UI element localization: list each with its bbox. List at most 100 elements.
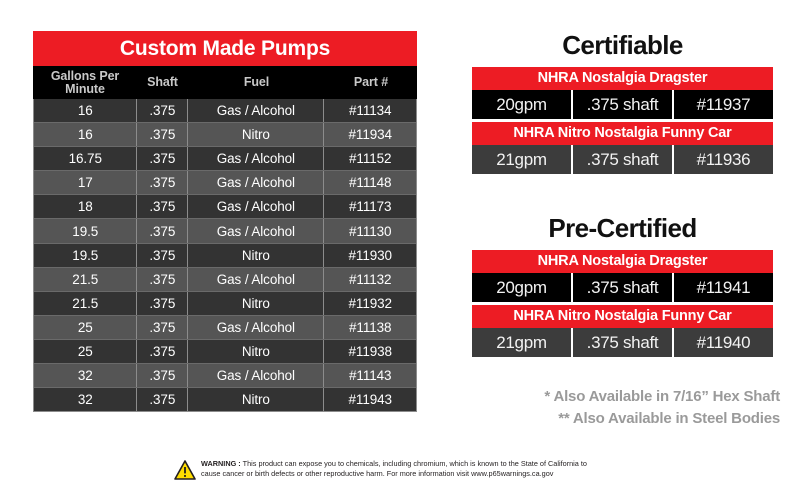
certifiable-band-dragster: NHRA Nostalgia Dragster: [472, 67, 773, 90]
precertified-row-dragster: 20gpm .375 shaft #11941: [472, 273, 773, 302]
cell-part-number: #11930: [348, 247, 393, 263]
footnotes: * Also Available in 7/16” Hex Shaft ** A…: [460, 386, 780, 430]
precertified-band-dragster: NHRA Nostalgia Dragster: [472, 250, 773, 273]
certifiable-row-dragster: 20gpm .375 shaft #11937: [472, 90, 773, 119]
cell-shaft: .375: [137, 99, 189, 123]
cell-part-number: #11134: [349, 103, 392, 119]
cell-shaft: .375: [137, 195, 189, 219]
precertified-panel: Pre-Certified NHRA Nostalgia Dragster 20…: [472, 213, 773, 357]
cell-part-number: #11934: [348, 127, 393, 143]
warning-line-1: This product can expose you to chemicals…: [240, 459, 587, 468]
cell-gallons-per-minute: 25: [34, 339, 138, 364]
cell-fuel: Gas / Alcohol: [188, 171, 325, 195]
pumps-table-title: Custom Made Pumps: [33, 31, 417, 66]
column-header-fuel: Fuel: [243, 75, 270, 89]
column-header-shaft: Shaft: [147, 75, 178, 89]
cell-gallons-per-minute: 16: [34, 99, 138, 123]
cell-fuel: Gas / Alcohol: [188, 267, 325, 291]
table-row: 16.375 Nitro #11934: [34, 123, 416, 148]
cell-part-number: #11152: [349, 151, 392, 167]
table-row: 21.5.375 Nitro #11932: [34, 291, 416, 316]
table-row: 16.375 Gas / Alcohol #11134: [34, 99, 416, 124]
cell-gallons-per-minute: 19.5: [34, 219, 138, 243]
cell-gallons-per-minute: 21.5: [34, 291, 138, 315]
warning-label: WARNING :: [201, 459, 241, 468]
cell-shaft: .375: [137, 147, 189, 171]
cell-part-number: #11932: [348, 295, 393, 311]
cell-gallons-per-minute: 32: [34, 388, 138, 412]
certifiable-dragster-gpm: 20gpm: [472, 90, 573, 119]
cell-shaft: .375: [137, 267, 189, 291]
column-header-part-number: Part #: [353, 75, 389, 89]
precertified-dragster-shaft: .375 shaft: [573, 273, 674, 302]
cell-part-number: #11132: [349, 271, 392, 287]
cell-shaft: .375: [137, 171, 189, 195]
table-row: 21.5.375 Gas / Alcohol #11132: [34, 267, 416, 292]
cell-gallons-per-minute: 19.5: [34, 243, 138, 267]
warning-line-2: cause cancer or birth defects or other r…: [201, 468, 554, 478]
precertified-dragster-part: #11941: [696, 277, 751, 297]
precertified-title: Pre-Certified: [548, 213, 697, 243]
table-row: 25.375 Nitro #11938: [34, 339, 416, 365]
table-row: 19.5.375 Nitro #11930: [34, 243, 416, 268]
table-row: 19.5.375 Gas / Alcohol #11130: [34, 219, 416, 244]
column-header-gallons-per-minute: Gallons Per Minute: [50, 68, 120, 96]
cell-fuel: Nitro: [188, 388, 325, 412]
cell-fuel: Gas / Alcohol: [188, 195, 325, 219]
cell-fuel: Nitro: [188, 243, 325, 267]
cell-fuel: Gas / Alcohol: [188, 99, 325, 123]
certifiable-title: Certifiable: [562, 30, 683, 60]
prop65-warning: WARNING : This product can expose you to…: [174, 459, 587, 485]
warning-text: WARNING : This product can expose you to…: [201, 459, 587, 478]
cell-gallons-per-minute: 16: [34, 123, 138, 147]
cell-shaft: .375: [137, 388, 189, 412]
table-row: 25.375 Gas / Alcohol #11138: [34, 315, 416, 340]
cell-gallons-per-minute: 17: [34, 171, 138, 195]
cell-part-number: #11938: [348, 343, 393, 359]
precertified-funny-car-part: #11940: [696, 332, 751, 352]
cell-gallons-per-minute: 32: [34, 364, 138, 388]
table-row: 32.375 Gas / Alcohol #11143: [34, 364, 416, 389]
pumps-table-header-row: Gallons Per Minute Shaft Fuel Part #: [33, 66, 417, 99]
footnote-hex-shaft: * Also Available in 7/16” Hex Shaft: [544, 388, 780, 405]
certifiable-row-funny-car: 21gpm .375 shaft #11936: [472, 145, 773, 174]
cell-gallons-per-minute: 21.5: [34, 267, 138, 291]
cell-part-number: #11143: [349, 368, 392, 384]
table-row: 16.75.375 Gas / Alcohol #11152: [34, 147, 416, 172]
cell-shaft: .375: [137, 219, 189, 243]
precertified-funny-car-shaft: .375 shaft: [573, 328, 674, 357]
precertified-band-funny-car: NHRA Nitro Nostalgia Funny Car: [472, 305, 773, 328]
certifiable-dragster-part: #11937: [696, 94, 751, 114]
pumps-table-body: 16.375 Gas / Alcohol #11134 16.375 Nitro #119…: [33, 99, 417, 413]
precertified-row-funny-car: 21gpm .375 shaft #11940: [472, 328, 773, 357]
warning-triangle-icon: [174, 460, 196, 485]
cell-part-number: #11130: [349, 223, 392, 239]
certifiable-funny-car-gpm: 21gpm: [472, 145, 573, 174]
certifiable-funny-car-part: #11936: [696, 149, 751, 169]
cell-shaft: .375: [137, 243, 189, 267]
certifiable-panel: Certifiable NHRA Nostalgia Dragster 20gp…: [472, 30, 773, 174]
table-row: 17.375 Gas / Alcohol #11148: [34, 171, 416, 196]
cell-part-number: #11943: [348, 392, 393, 408]
cell-shaft: .375: [137, 123, 189, 147]
cell-fuel: Gas / Alcohol: [188, 147, 325, 171]
cell-shaft: .375: [137, 339, 189, 364]
cell-fuel: Nitro: [188, 291, 325, 315]
cell-shaft: .375: [137, 291, 189, 315]
cell-part-number: #11173: [349, 199, 392, 215]
cell-shaft: .375: [137, 364, 189, 388]
cell-fuel: Nitro: [188, 123, 325, 147]
cell-gallons-per-minute: 16.75: [34, 147, 138, 171]
precertified-dragster-gpm: 20gpm: [472, 273, 573, 302]
certifiable-dragster-shaft: .375 shaft: [573, 90, 674, 119]
cell-gallons-per-minute: 18: [34, 195, 138, 219]
cell-fuel: Gas / Alcohol: [188, 219, 325, 243]
cell-shaft: .375: [137, 315, 189, 339]
footnote-steel-bodies: ** Also Available in Steel Bodies: [558, 410, 780, 427]
cell-part-number: #11148: [349, 175, 392, 191]
table-row: 18.375 Gas / Alcohol #11173: [34, 195, 416, 220]
cell-fuel: Nitro: [188, 339, 325, 364]
cell-gallons-per-minute: 25: [34, 315, 138, 339]
certifiable-funny-car-shaft: .375 shaft: [573, 145, 674, 174]
certifiable-band-funny-car: NHRA Nitro Nostalgia Funny Car: [472, 122, 773, 145]
